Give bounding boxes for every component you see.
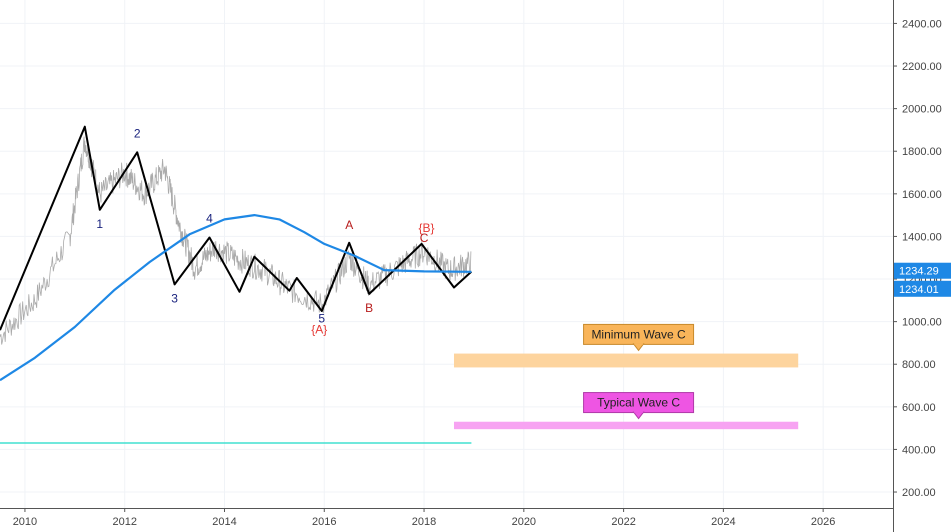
target-zone-label: Minimum Wave C	[591, 327, 686, 341]
y-tick-label: 1000.00	[902, 317, 942, 329]
price-tag	[894, 262, 951, 279]
y-tick-label: 1400.00	[902, 231, 942, 243]
x-tick-label: 2016	[312, 516, 336, 528]
price-tag	[894, 280, 951, 297]
wave-label: {B}	[419, 221, 435, 235]
x-tick-label: 2012	[112, 516, 136, 528]
y-tick-label: 800.00	[902, 359, 936, 371]
x-tick-label: 2010	[13, 516, 37, 528]
y-tick-label: 2000.00	[902, 104, 942, 116]
target-zone-band	[453, 421, 799, 430]
target-zone-band	[453, 353, 799, 368]
x-tick-label: 2022	[611, 516, 635, 528]
wave-label: 2	[134, 126, 141, 140]
y-tick-label: 1600.00	[902, 189, 942, 201]
wave-label: 3	[171, 291, 178, 305]
price-series	[0, 136, 472, 345]
x-tick-label: 2024	[711, 516, 735, 528]
series-line-1	[0, 214, 472, 382]
target-zone-callout-pointer	[632, 343, 645, 352]
target-zone-callout-pointer	[632, 411, 645, 420]
x-tick-label: 2026	[811, 516, 835, 528]
y-tick-label: 200.00	[902, 487, 936, 499]
overlay-lines	[0, 125, 473, 444]
price-tag-label: 1234.29	[899, 266, 939, 278]
chart-grid	[0, 0, 893, 508]
x-tick-label: 2014	[212, 516, 236, 528]
target-zones: Minimum Wave C Typical Wave C	[453, 323, 799, 430]
wave-labels: 1 2 3 4 5 A B C {A} {B}	[96, 126, 434, 336]
y-tick-label: 2200.00	[902, 61, 942, 73]
target-zone-label: Typical Wave C	[597, 396, 680, 410]
x-axis[interactable]: 2010 2012 2014 2016 2018 2020 2022 2024 2026	[0, 508, 893, 528]
wave-label: 5	[318, 312, 325, 326]
x-tick-label: 2018	[412, 516, 436, 528]
wave-label: 1	[96, 217, 103, 231]
y-tick-label: 1800.00	[902, 146, 942, 158]
y-tick-label: 600.00	[902, 402, 936, 414]
price-tag-label: 1234.01	[899, 284, 939, 296]
y-tick-label: 2400.00	[902, 18, 942, 30]
wave-label: 4	[206, 212, 213, 226]
wave-label: B	[365, 301, 373, 315]
price-tags: 1234.29 1234.01	[894, 262, 951, 297]
x-tick-label: 2020	[512, 516, 536, 528]
wave-label: {A}	[311, 322, 327, 336]
price-line	[0, 136, 472, 345]
wave-label: A	[345, 218, 353, 232]
y-tick-label: 400.00	[902, 444, 936, 456]
wave-label: C	[420, 231, 429, 245]
series-line-0	[0, 125, 473, 331]
